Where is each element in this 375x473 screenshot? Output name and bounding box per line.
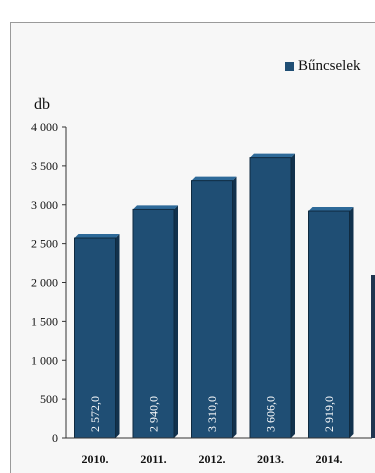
bar-side <box>349 207 354 438</box>
bar-top <box>191 176 237 181</box>
y-tick-label: 4 000 <box>31 120 58 134</box>
y-tick-label: 500 <box>40 392 58 406</box>
legend-label: Bűncselek <box>298 57 361 74</box>
y-tick-label: 1 000 <box>31 353 58 367</box>
bar-value-label: 2 940,0 <box>147 396 161 432</box>
bar-side <box>232 176 237 438</box>
x-category-label: 2011. <box>140 452 166 466</box>
y-tick-label: 2 000 <box>31 276 58 290</box>
bar <box>308 210 350 439</box>
y-tick-label: 3 000 <box>31 198 58 212</box>
bar <box>132 208 175 439</box>
bar-top <box>74 234 120 239</box>
bar-side <box>115 234 120 438</box>
bar-top <box>133 205 178 210</box>
legend-swatch <box>285 61 294 71</box>
bar-value-label: 3 606,0 <box>264 396 278 432</box>
bar-side <box>291 153 295 439</box>
chart-legend: Bűncselek <box>285 56 360 76</box>
cropped-bar-edge <box>371 275 375 438</box>
y-tick-label: 1 500 <box>31 314 58 328</box>
bar-value-label: 2 919,0 <box>322 396 336 432</box>
y-axis-unit-label: db <box>34 96 50 113</box>
x-category-label: 2013. <box>257 452 284 466</box>
bar-top <box>308 207 354 212</box>
bar-value-label: 2 572,0 <box>88 396 102 432</box>
x-category-label: 2014. <box>316 452 343 466</box>
y-tick-label: 2 500 <box>31 237 58 251</box>
bar-value-label: 3 310,0 <box>205 396 219 432</box>
bar-top <box>250 153 295 158</box>
y-tick-label: 3 500 <box>31 159 58 173</box>
bar <box>249 157 292 439</box>
y-tick-label: 0 <box>52 431 58 445</box>
x-category-label: 2010. <box>82 452 109 466</box>
bar-side <box>174 205 178 438</box>
x-category-label: 2012. <box>199 452 226 466</box>
